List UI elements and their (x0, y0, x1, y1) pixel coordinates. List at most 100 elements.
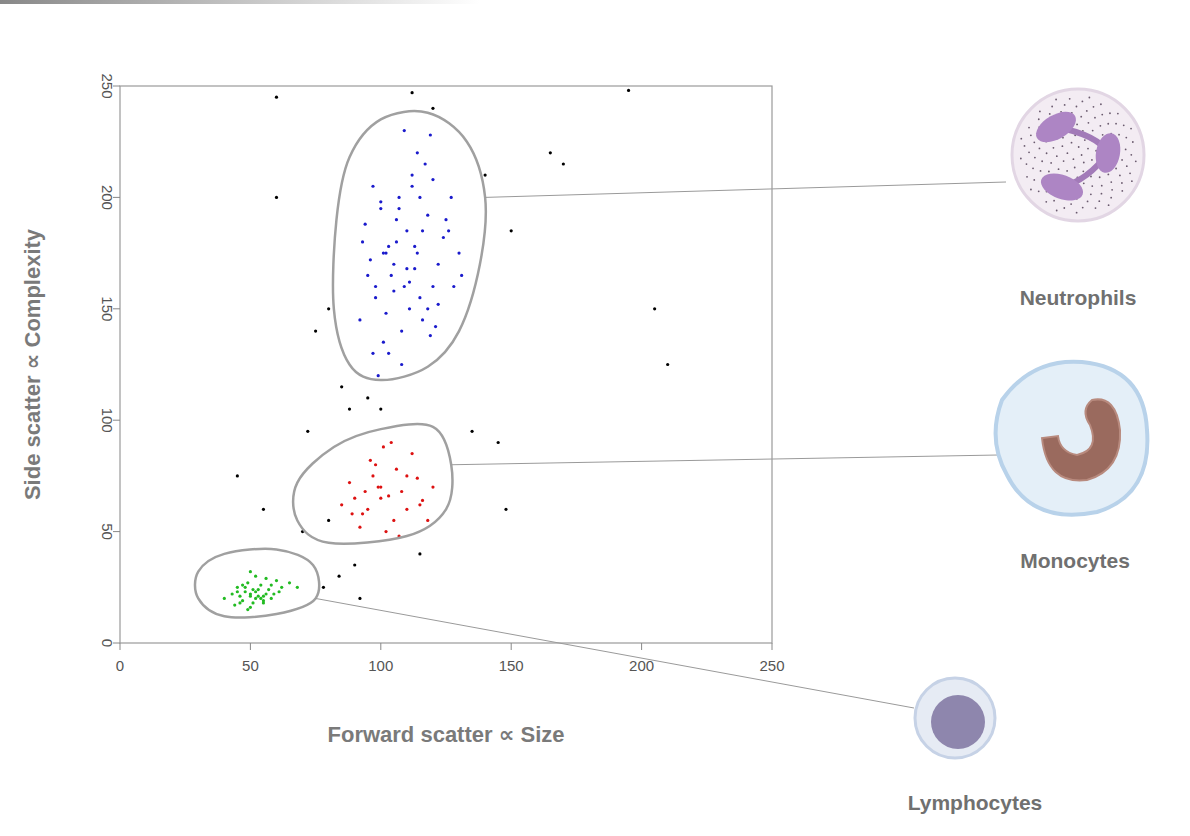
point (358, 318, 361, 321)
granule (1074, 167, 1076, 169)
granule (1083, 182, 1085, 184)
point (421, 318, 424, 321)
point (371, 474, 374, 477)
point (562, 162, 565, 165)
point (348, 407, 351, 410)
point (504, 508, 507, 511)
point (395, 218, 398, 221)
x-tick (511, 643, 512, 650)
point (369, 459, 372, 462)
plot-frame (120, 86, 772, 643)
point (400, 329, 403, 332)
y-tick-label: 200 (99, 185, 116, 210)
granule (1026, 163, 1028, 165)
y-tick-label: 0 (99, 639, 116, 647)
granule (1082, 207, 1084, 209)
point (390, 274, 393, 277)
granule (1119, 175, 1121, 177)
point (364, 490, 367, 493)
granule (1076, 106, 1078, 108)
point (392, 289, 395, 292)
point (251, 588, 254, 591)
granule (1033, 141, 1035, 143)
granule (1049, 113, 1051, 115)
point (426, 307, 429, 310)
point (358, 597, 361, 600)
granule (1110, 197, 1112, 199)
granule (1108, 204, 1110, 206)
granule (1117, 113, 1119, 115)
point (322, 586, 325, 589)
point (413, 245, 416, 248)
granule (1053, 147, 1055, 149)
point (452, 285, 455, 288)
x-tick (380, 643, 381, 650)
granule (1080, 116, 1082, 118)
leader-line (485, 182, 1006, 197)
point (262, 508, 265, 511)
granule (1129, 172, 1131, 174)
granule (1063, 207, 1065, 209)
x-tick (250, 643, 251, 650)
granule (1058, 168, 1060, 170)
gates (195, 111, 486, 617)
point (257, 588, 260, 591)
point (426, 214, 429, 217)
granule (1034, 157, 1036, 159)
point (236, 474, 239, 477)
point (397, 207, 400, 210)
point (246, 581, 249, 584)
point (277, 590, 280, 593)
granule (1030, 134, 1032, 136)
point (627, 89, 630, 92)
point (395, 468, 398, 471)
granule (1121, 159, 1123, 161)
point (361, 240, 364, 243)
point (358, 526, 361, 529)
granule (1071, 142, 1073, 144)
point (387, 494, 390, 497)
point (238, 601, 241, 604)
point (241, 599, 244, 602)
granule (1095, 207, 1097, 209)
chart: 050100150200250050100150200250Forward sc… (0, 0, 1190, 836)
granule (1087, 148, 1089, 150)
cell-label: Monocytes (1020, 549, 1130, 572)
granule (1045, 201, 1047, 203)
point (275, 579, 278, 582)
point (270, 583, 273, 586)
point (510, 229, 513, 232)
granule (1056, 210, 1058, 212)
granule (1032, 167, 1034, 169)
point (223, 597, 226, 600)
point (254, 575, 257, 578)
granule (1099, 125, 1101, 127)
point (280, 586, 283, 589)
point (416, 477, 419, 480)
point (264, 577, 267, 580)
point (442, 236, 445, 239)
point (241, 583, 244, 586)
x-tick-label: 0 (116, 657, 124, 674)
point (244, 586, 247, 589)
granule (1051, 106, 1053, 108)
point (444, 218, 447, 221)
granule (1115, 123, 1117, 125)
granule (1094, 117, 1096, 119)
point (405, 267, 408, 270)
granule (1092, 130, 1094, 132)
granule (1083, 162, 1085, 164)
granule (1067, 152, 1069, 154)
granule (1028, 151, 1030, 153)
granule (1061, 145, 1063, 147)
granule (1084, 139, 1086, 141)
point (418, 503, 421, 506)
point (424, 162, 427, 165)
point (379, 497, 382, 500)
granule (1026, 176, 1028, 178)
granule (1050, 162, 1052, 164)
point (353, 563, 356, 566)
point (418, 296, 421, 299)
granule (1091, 185, 1093, 187)
point (429, 334, 432, 337)
